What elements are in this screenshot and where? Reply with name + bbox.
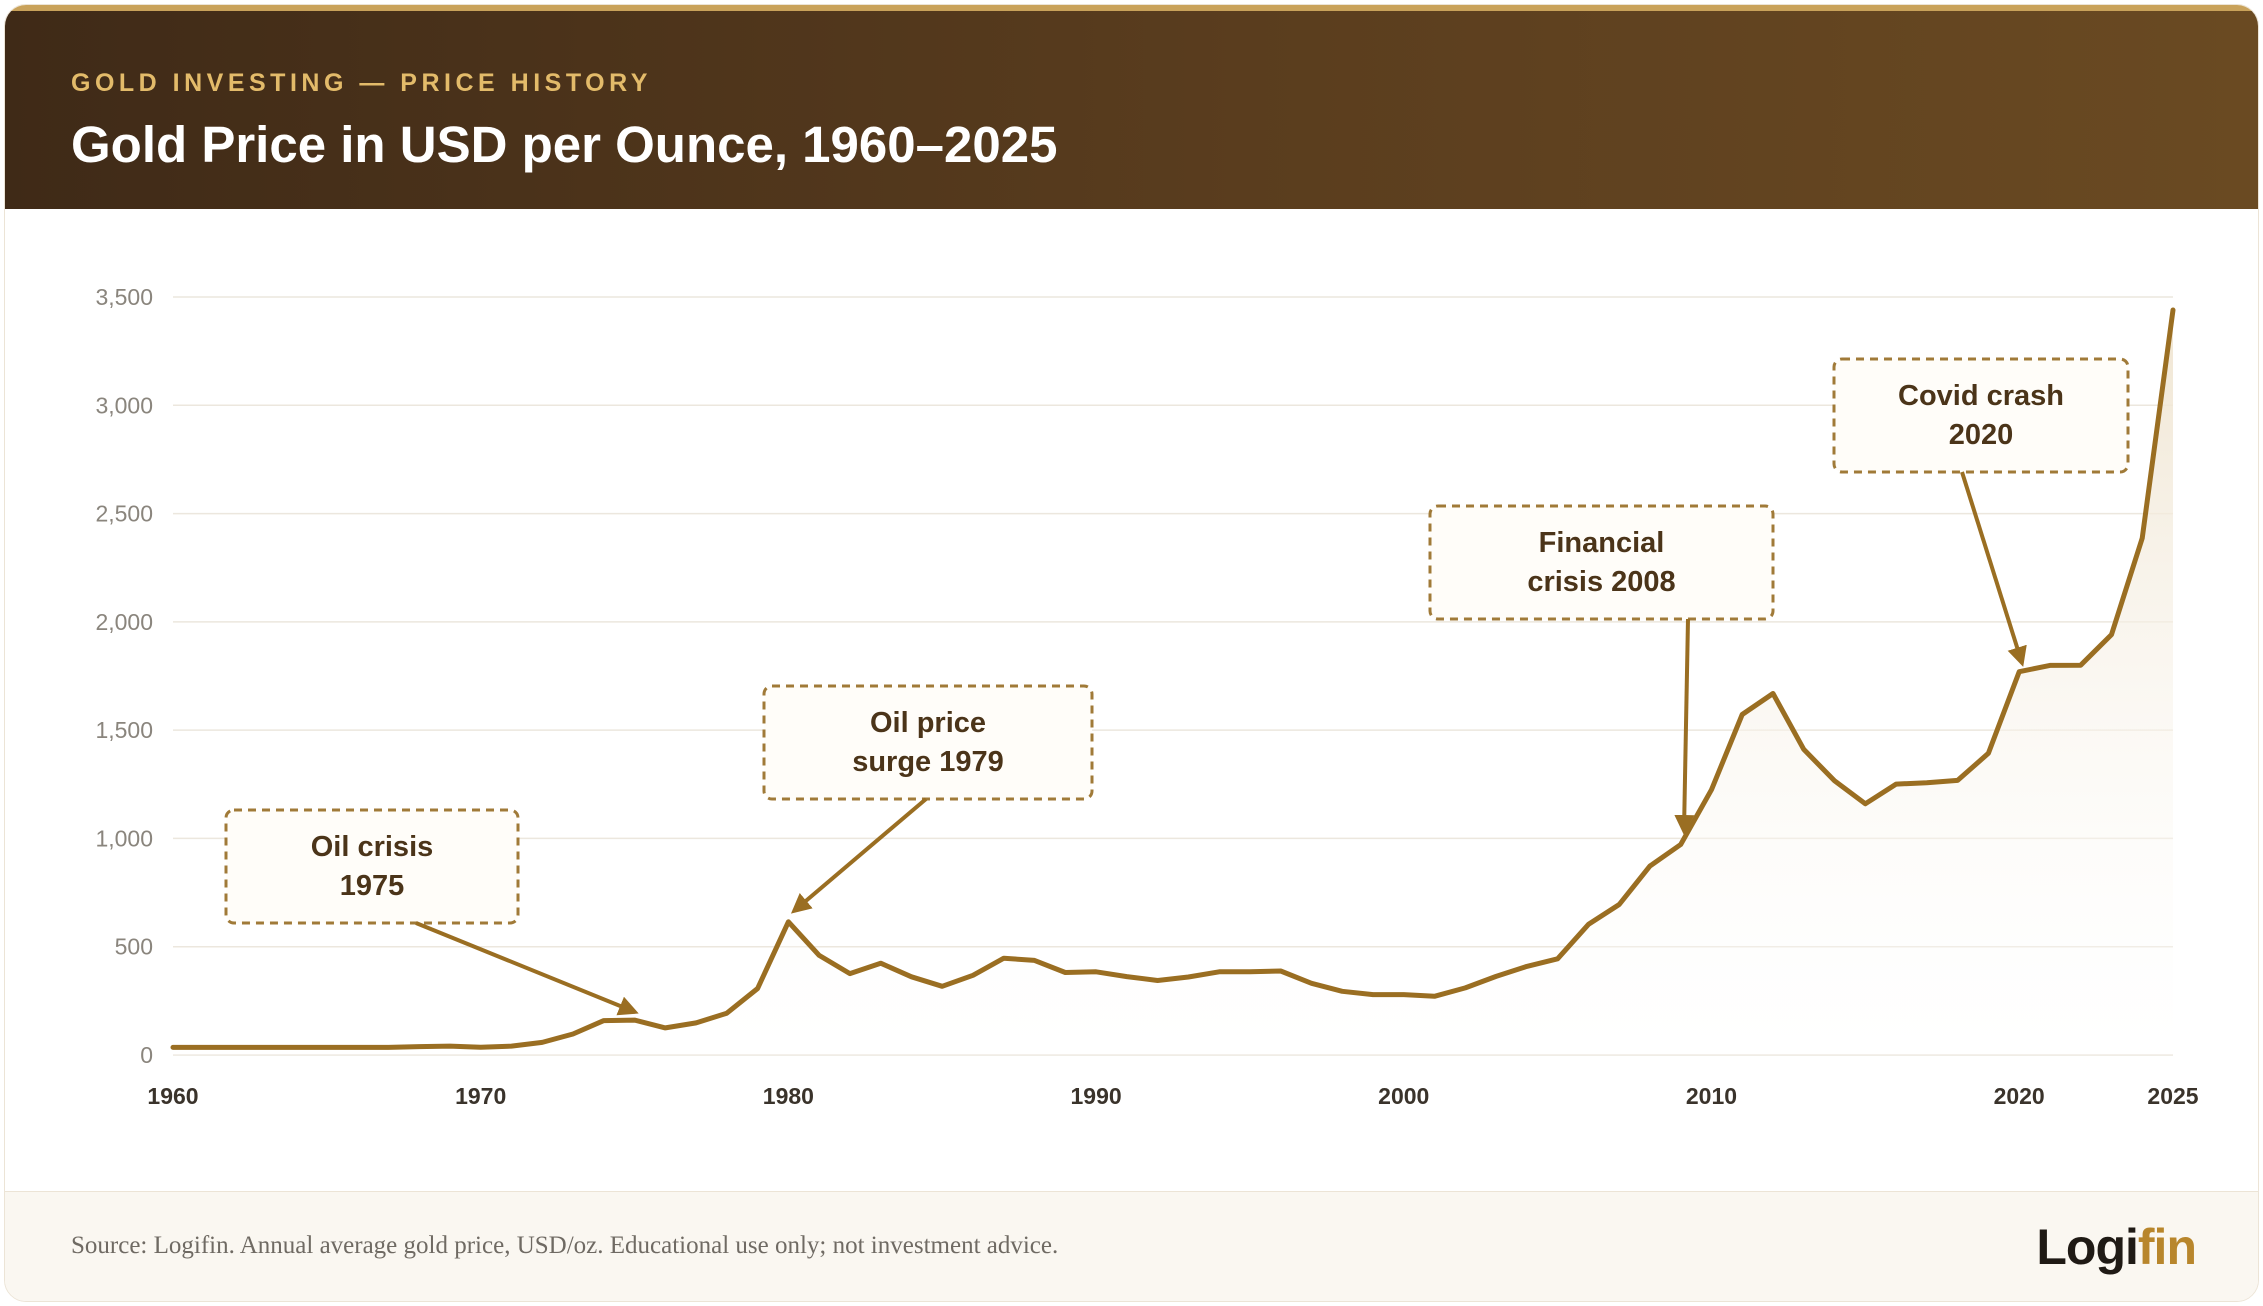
logo-main-text: Logi [2036,1219,2139,1275]
x-tick-label: 1980 [763,1083,814,1109]
page-title: Gold Price in USD per Ounce, 1960–2025 [71,116,1058,173]
annotation-text: crisis 2008 [1527,566,1675,598]
y-tick-label: 3,000 [95,392,153,418]
annotation-box [1832,357,2130,474]
y-tick-label: 2,000 [95,609,153,635]
annotation-text: 1975 [340,870,405,902]
source-note: Source: Logifin. Annual average gold pri… [71,1232,1059,1259]
annotation-text: Covid crash [1898,380,2064,412]
chart-card: GOLD INVESTING — PRICE HISTORY Gold Pric… [4,4,2259,1302]
x-tick-label: 1990 [1070,1083,1121,1109]
eyebrow-label: GOLD INVESTING — PRICE HISTORY [71,69,652,97]
price-series-line [170,307,2176,1050]
y-tick-label: 3,500 [95,284,153,310]
footer: Source: Logifin. Annual average gold pri… [5,1191,2258,1301]
x-tick-label: 2020 [1994,1083,2045,1109]
y-tick-label: 500 [115,934,153,960]
y-tick-label: 1,500 [95,717,153,743]
annotation-text: Financial [1539,527,1665,559]
annotation-text: 2020 [1949,419,2014,451]
x-tick-label: 2010 [1686,1083,1737,1109]
annotation-arrow [790,797,928,914]
annotation-box [224,808,520,925]
y-tick-label: 2,500 [95,501,153,527]
logifin-logo: Logifin [2036,1218,2197,1276]
annotation-box [762,684,1094,801]
y-tick-label: 1,000 [95,825,153,851]
annotation-1: Oil crisis 1975 [224,808,639,1016]
annotation-4: Covid crash 2020 [1832,357,2130,667]
annotation-3: Financial crisis 2008 [1428,504,1775,835]
x-tick-label: 1970 [455,1083,506,1109]
annotation-2: Oil price surge 1979 [762,684,1094,914]
annotation-box [1428,504,1775,621]
price-area-fill [173,310,2173,1055]
annotation-arrow [415,921,639,1016]
x-tick-label: 1960 [147,1083,198,1109]
y-tick-label: 0 [140,1042,153,1068]
x-tick-label: 2025 [2147,1083,2198,1109]
header-banner: GOLD INVESTING — PRICE HISTORY Gold Pric… [5,5,2258,209]
x-axis-ticks: 1960 1970 1980 1990 2000 2010 2020 2025 [147,1083,2198,1109]
annotations: Oil crisis 1975 Oil price surge 1979 Financi… [224,357,2130,1016]
y-axis-ticks: 0 500 1,000 1,500 2,000 2,500 3,000 3,500 [95,284,153,1068]
annotation-arrow [1674,618,1695,835]
annotation-text: Oil price [870,707,986,739]
annotation-arrow [1960,471,2027,667]
annotation-text: Oil crisis [311,831,434,863]
annotation-text: surge 1979 [852,746,1004,778]
x-tick-label: 2000 [1378,1083,1429,1109]
logo-accent-text: fin [2137,1219,2197,1275]
